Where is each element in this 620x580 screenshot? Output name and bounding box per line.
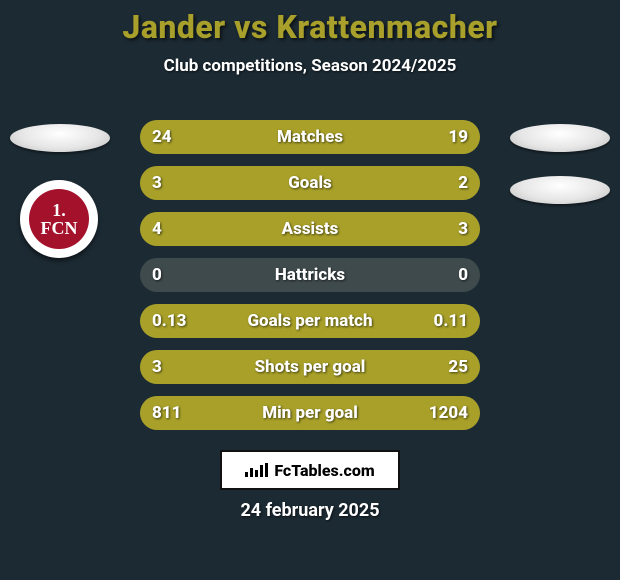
stat-row: 3 Goals 2 (140, 166, 480, 200)
stat-label: Goals (140, 173, 480, 193)
club-badge-inner: 1. FCN (29, 189, 89, 249)
left-avatar-pill (10, 124, 110, 152)
stat-label: Min per goal (140, 403, 480, 423)
stat-row: 811 Min per goal 1204 (140, 396, 480, 430)
club-badge-line2: FCN (41, 219, 78, 237)
stat-label: Shots per goal (140, 357, 480, 377)
stats-container: 24 Matches 19 3 Goals 2 4 Assists 3 0 Ha… (140, 120, 480, 442)
right-avatar-pill-2 (510, 176, 610, 204)
stat-label: Hattricks (140, 265, 480, 285)
stat-label: Assists (140, 219, 480, 239)
fctables-text: FcTables.com (274, 461, 374, 480)
stat-row: 0.13 Goals per match 0.11 (140, 304, 480, 338)
bar-chart-icon (245, 463, 268, 477)
date-text: 24 february 2025 (0, 500, 620, 521)
subtitle: Club competitions, Season 2024/2025 (0, 56, 620, 76)
stat-row: 3 Shots per goal 25 (140, 350, 480, 384)
fctables-badge[interactable]: FcTables.com (220, 450, 400, 490)
club-badge: 1. FCN (20, 180, 98, 258)
stat-row: 24 Matches 19 (140, 120, 480, 154)
club-badge-line1: 1. (52, 201, 66, 219)
stat-row: 4 Assists 3 (140, 212, 480, 246)
page-title: Jander vs Krattenmacher (0, 0, 620, 46)
stat-row: 0 Hattricks 0 (140, 258, 480, 292)
right-avatar-pill-1 (510, 124, 610, 152)
stat-label: Matches (140, 127, 480, 147)
stat-label: Goals per match (140, 311, 480, 331)
